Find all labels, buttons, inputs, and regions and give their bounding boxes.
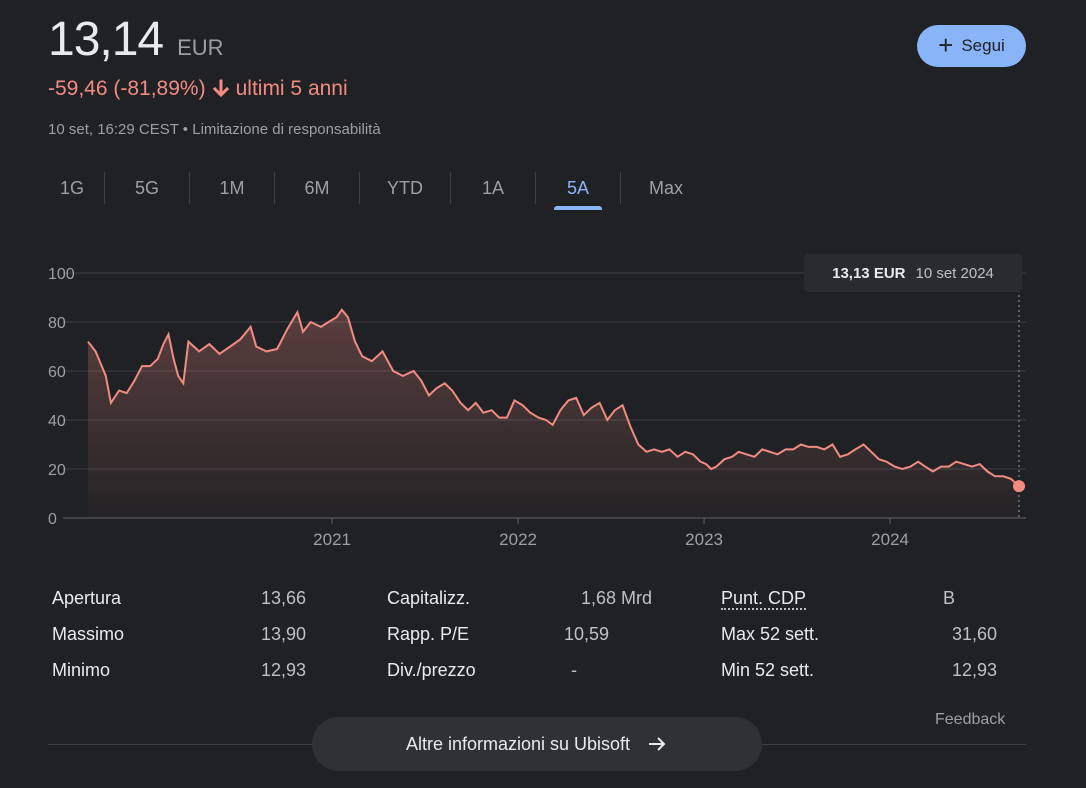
price-change: -59,46 (-81,89%) ultimi 5 anni <box>48 77 348 101</box>
currency-label: EUR <box>177 35 224 60</box>
stat-label: Apertura <box>52 588 122 608</box>
tab-1a[interactable]: 1A <box>481 177 505 198</box>
stat-label: Div./prezzo <box>387 660 476 680</box>
tab-1m[interactable]: 1M <box>219 177 245 198</box>
change-value: -59,46 (-81,89%) <box>48 77 206 100</box>
cdp-label-text: Punt. CDP <box>721 588 807 610</box>
timestamp: 10 set, 16:29 CEST • <box>48 121 189 138</box>
chart-line <box>87 308 1020 487</box>
tab-ytd[interactable]: YTD <box>387 177 423 198</box>
stat-row: Apertura 13,66 <box>52 588 306 624</box>
tab-divider <box>274 172 275 204</box>
tab-divider <box>620 172 621 204</box>
tab-5g[interactable]: 5G <box>134 177 159 198</box>
plus-icon: + <box>938 29 954 60</box>
stat-row: Min 52 sett. 12,93 <box>721 660 1019 696</box>
current-price: 13,14 <box>48 13 164 66</box>
stat-label: Massimo <box>52 624 125 644</box>
stat-row: Rapp. P/E 10,59 <box>387 624 652 660</box>
more-info-button[interactable]: Altre informazioni su Ubisoft <box>312 717 762 771</box>
change-period: ultimi 5 anni <box>235 77 348 100</box>
price-chart[interactable]: 0 20 40 60 80 100 2021 2022 2023 2024 <box>0 240 1086 560</box>
tab-5a[interactable]: 5A <box>536 170 620 206</box>
stat-row: Punt. CDP B <box>721 588 1019 624</box>
tab-divider <box>104 172 105 204</box>
last-point-marker <box>1013 480 1025 493</box>
stat-value: - <box>571 660 577 680</box>
stat-label: Min 52 sett. <box>721 660 815 680</box>
y-tick-label: 100 <box>48 266 75 283</box>
stat-value: 10,59 <box>563 624 609 644</box>
range-tabs: 1G 5G 1M 6M YTD 1A 5A Max <box>40 170 711 206</box>
stat-label: Max 52 sett. <box>721 624 820 644</box>
price-row: 13,14 EUR <box>48 12 224 67</box>
follow-button[interactable]: + Segui <box>917 25 1026 67</box>
x-tick-label: 2024 <box>871 530 909 549</box>
stat-value: 12,93 <box>951 660 997 680</box>
feedback-link[interactable]: Feedback <box>935 711 1006 728</box>
stat-value: 13,66 <box>260 588 306 608</box>
disclaimer-link[interactable]: Limitazione di responsabilità <box>192 121 381 138</box>
stat-value: B <box>943 588 956 608</box>
stat-label: Capitalizz. <box>387 588 471 608</box>
arrow-down-icon <box>212 79 229 98</box>
tooltip-price: 13,13 EUR <box>832 264 906 282</box>
tab-divider <box>189 172 190 204</box>
stat-value: 1,68 Mrd <box>580 588 652 608</box>
tab-divider <box>359 172 360 204</box>
stat-row: Div./prezzo - <box>387 660 652 696</box>
stat-row: Capitalizz. 1,68 Mrd <box>387 588 652 624</box>
chart-tooltip: 13,13 EUR 10 set 2024 <box>804 254 1022 292</box>
stat-label: Rapp. P/E <box>387 624 470 644</box>
timestamp-line: 10 set, 16:29 CEST • Limitazione di resp… <box>48 121 381 138</box>
y-tick-label: 0 <box>48 511 57 528</box>
y-tick-label: 80 <box>48 315 66 332</box>
tab-1g[interactable]: 1G <box>59 177 84 198</box>
y-tick-label: 40 <box>48 413 66 430</box>
stat-value: 31,60 <box>951 624 997 644</box>
tab-max[interactable]: Max <box>648 177 683 198</box>
stats-column-3: Punt. CDP B Max 52 sett. 31,60 Min 52 se… <box>721 588 1019 696</box>
stat-row: Max 52 sett. 31,60 <box>721 624 1019 660</box>
y-tick-label: 20 <box>48 462 66 479</box>
y-tick-label: 60 <box>48 364 66 381</box>
stat-value: 12,93 <box>260 660 306 680</box>
x-tick-label: 2023 <box>685 530 723 549</box>
arrow-right-icon <box>649 737 666 751</box>
stat-label: Minimo <box>52 660 111 680</box>
stat-row: Massimo 13,90 <box>52 624 306 660</box>
tooltip-date: 10 set 2024 <box>915 264 994 282</box>
stats-column-2: Capitalizz. 1,68 Mrd Rapp. P/E 10,59 Div… <box>387 588 652 696</box>
cdp-score-label[interactable]: Punt. CDP <box>721 588 881 624</box>
x-tick-label: 2021 <box>313 530 351 549</box>
more-info-label: Altre informazioni su Ubisoft <box>405 733 631 754</box>
x-tick-label: 2022 <box>499 530 537 549</box>
chart-area <box>88 309 1019 518</box>
follow-label: Segui <box>961 36 1005 55</box>
tab-6m[interactable]: 6M <box>304 177 330 198</box>
stat-row: Minimo 12,93 <box>52 660 306 696</box>
tab-divider <box>450 172 451 204</box>
stat-value: 13,90 <box>260 624 306 644</box>
stats-column-1: Apertura 13,66 Massimo 13,90 Minimo 12,9… <box>52 588 306 696</box>
